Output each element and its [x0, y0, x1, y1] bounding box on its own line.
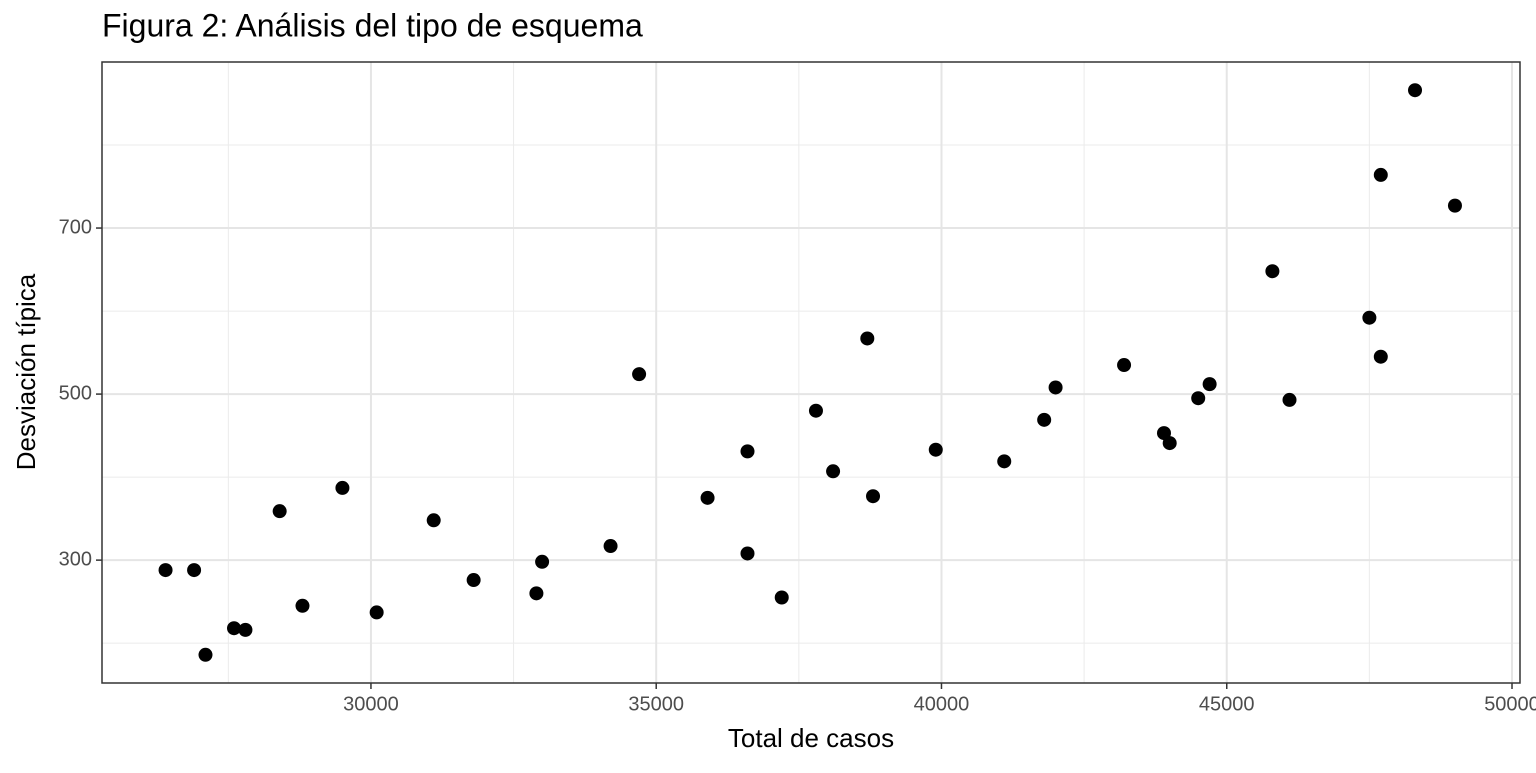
point — [272, 504, 287, 519]
panel — [102, 62, 1520, 683]
point — [227, 621, 242, 636]
point — [1362, 310, 1377, 325]
point — [603, 539, 618, 554]
point — [740, 444, 755, 459]
panel-border — [101, 61, 1521, 684]
point — [1408, 83, 1423, 98]
point — [1282, 392, 1297, 407]
point — [426, 513, 441, 528]
point — [774, 590, 789, 605]
point — [1373, 349, 1388, 364]
y-axis-title: Desviación típica — [11, 273, 41, 470]
point — [535, 554, 550, 569]
point — [808, 403, 823, 418]
point — [928, 442, 943, 457]
point — [1202, 377, 1217, 392]
point — [700, 490, 715, 505]
point — [335, 480, 350, 495]
point — [866, 489, 881, 504]
x-axis-title: Total de casos — [728, 723, 894, 753]
point — [238, 622, 253, 637]
point — [632, 367, 647, 382]
x-tick-label: 35000 — [628, 693, 684, 715]
x-tick-label: 30000 — [343, 693, 399, 715]
point — [1447, 198, 1462, 213]
point — [158, 563, 173, 578]
point — [1048, 380, 1063, 395]
chart-title: Figura 2: Análisis del tipo de esquema — [102, 7, 643, 43]
y-tick-label: 500 — [59, 382, 92, 404]
point — [1373, 167, 1388, 182]
x-tick-label: 45000 — [1199, 693, 1255, 715]
point — [198, 647, 213, 662]
point — [740, 546, 755, 561]
point — [466, 573, 481, 588]
point — [295, 598, 310, 613]
point — [1162, 436, 1177, 451]
point — [1117, 358, 1132, 373]
y-tick-label: 700 — [59, 216, 92, 238]
point — [529, 586, 544, 601]
point — [1265, 264, 1280, 279]
y-tick-label: 300 — [59, 548, 92, 570]
point — [1191, 391, 1206, 406]
point — [1037, 412, 1052, 427]
point — [997, 454, 1012, 469]
point — [826, 464, 841, 479]
x-tick-label: 50000 — [1484, 693, 1536, 715]
point — [860, 331, 875, 346]
point — [187, 563, 202, 578]
point — [369, 605, 384, 620]
x-tick-label: 40000 — [914, 693, 970, 715]
